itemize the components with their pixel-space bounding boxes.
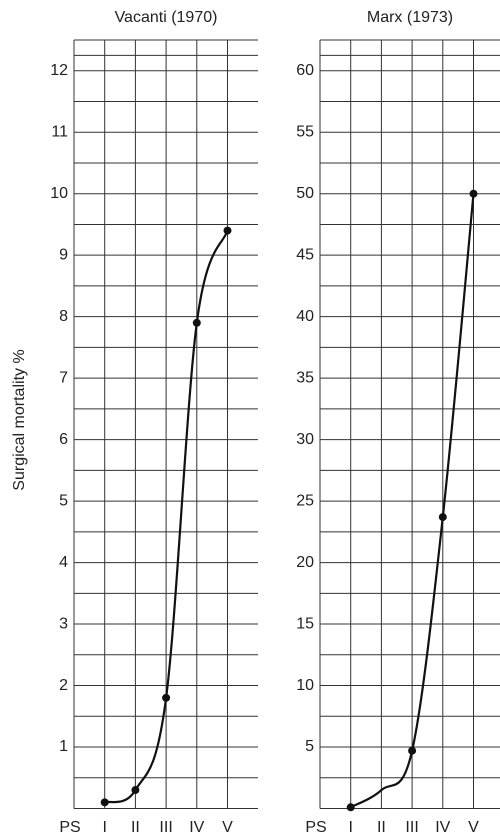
x-tick-label: IV [189,819,204,836]
x-tick-label: III [159,819,172,836]
data-point [100,798,109,807]
x-tick-label: III [405,819,418,836]
y-tick-label: 50 [296,185,314,202]
data-point [223,226,232,235]
y-tick-label: 9 [59,246,68,263]
data-point [192,318,201,327]
x-axis-label: PS [305,819,326,836]
data-point [162,693,171,702]
y-tick-label: 12 [50,62,68,79]
data-point [408,746,417,755]
y-tick-label: 6 [59,431,68,448]
y-tick-label: 15 [296,615,314,632]
x-tick-label: II [377,819,386,836]
y-tick-label: 10 [50,185,68,202]
y-tick-label: 1 [59,738,68,755]
y-tick-label: 3 [59,615,68,632]
x-tick-label: I [102,819,106,836]
y-tick-label: 2 [59,677,68,694]
y-tick-label: 45 [296,246,314,263]
y-tick-label: 55 [296,123,314,140]
y-tick-label: 11 [51,123,68,140]
x-tick-label: V [468,819,479,836]
x-axis-label: PS [59,819,80,836]
x-tick-label: II [131,819,140,836]
chart-title: Vacanti (1970) [115,9,218,26]
y-tick-label: 8 [59,308,68,325]
y-axis-label: Surgical mortality % [11,349,28,490]
data-point [438,513,447,522]
data-point [131,786,140,795]
chart-title: Marx (1973) [367,9,453,26]
data-line [350,193,475,809]
y-tick-label: 5 [305,738,314,755]
x-tick-label: IV [435,819,450,836]
data-point [469,189,478,198]
y-tick-label: 20 [296,554,314,571]
y-tick-label: 30 [296,431,314,448]
y-tick-label: 4 [59,554,68,571]
data-point [346,803,355,812]
x-tick-label: V [222,819,233,836]
y-tick-label: 40 [296,308,314,325]
y-tick-label: 7 [59,369,68,386]
y-tick-label: 60 [296,62,314,79]
y-tick-label: 25 [296,492,314,509]
x-tick-label: I [348,819,352,836]
y-tick-label: 10 [296,677,314,694]
y-tick-label: 5 [59,492,68,509]
y-tick-label: 35 [296,369,314,386]
